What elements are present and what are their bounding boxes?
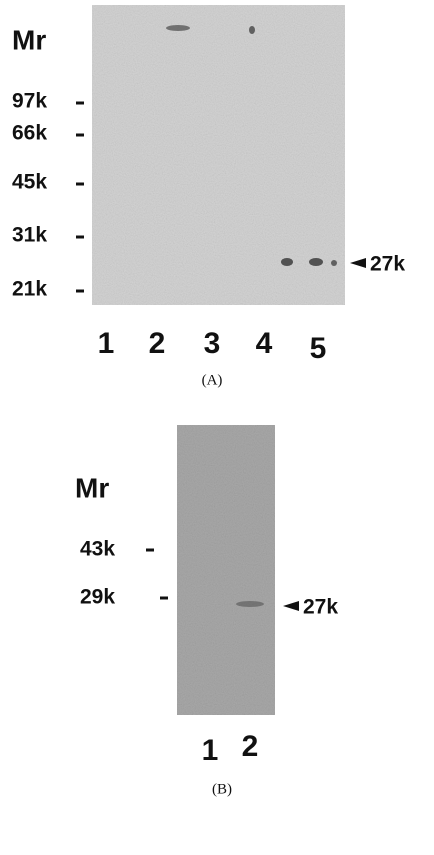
panel-b: Mr 43k 29k 27k 1 2 (B) — [75, 425, 338, 797]
panel-a: Mr 97k 66k 45k 31k 21k 27k 1 2 3 4 5 (A) — [12, 5, 405, 388]
gel-a — [92, 5, 345, 305]
band-label: 27k — [303, 596, 338, 619]
marker-label: 45k — [12, 171, 47, 194]
gel-b — [177, 425, 275, 715]
band — [236, 601, 264, 607]
marker-label: 31k — [12, 224, 47, 247]
marker-ticks — [76, 103, 84, 291]
caption: (B) — [212, 781, 232, 797]
marker-ticks — [146, 550, 168, 598]
lane-label: 1 — [98, 327, 115, 360]
caption: (A) — [202, 372, 223, 388]
lane-label: 2 — [242, 730, 259, 763]
lane-label: 4 — [256, 327, 273, 360]
band-label: 27k — [370, 253, 405, 276]
mr-label: Mr — [75, 472, 109, 503]
lane-label: 1 — [202, 734, 219, 767]
marker-label: 97k — [12, 90, 47, 113]
mr-label: Mr — [12, 24, 46, 55]
marker-label: 66k — [12, 122, 47, 145]
lane-label: 5 — [310, 332, 327, 365]
marker-label: 21k — [12, 278, 47, 301]
lane-label: 2 — [149, 327, 166, 360]
arrow — [350, 258, 366, 268]
marker-label: 43k — [80, 538, 115, 561]
lane-label: 3 — [204, 327, 221, 360]
figure: Mr 97k 66k 45k 31k 21k 27k 1 2 3 4 5 (A)… — [0, 0, 434, 855]
arrow — [283, 601, 299, 611]
marker-label: 29k — [80, 586, 115, 609]
